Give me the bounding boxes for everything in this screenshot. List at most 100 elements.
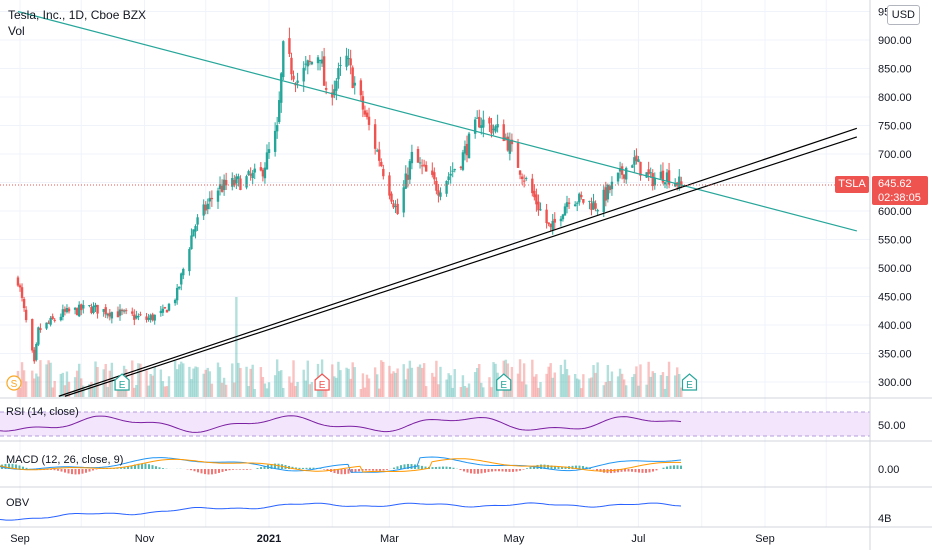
candle-body: [582, 199, 585, 203]
macd-hist-bar: [92, 469, 94, 471]
earnings-marker-icon: [681, 373, 698, 391]
macd-hist-bar: [277, 463, 280, 469]
candle-body: [504, 137, 507, 139]
volume-bar: [561, 374, 565, 397]
candle-body: [147, 317, 150, 320]
macd-hist-bar: [662, 467, 665, 469]
candle-body: [506, 136, 510, 151]
macd-hist-bar: [204, 469, 206, 475]
volume-label[interactable]: Vol: [8, 24, 25, 38]
candle-body: [437, 190, 440, 196]
volume-bar: [310, 382, 314, 397]
candle-body: [261, 169, 265, 177]
candle-body: [473, 119, 477, 134]
macd-hist-bar: [631, 469, 633, 472]
candle-body: [245, 176, 248, 188]
candle-body: [73, 307, 77, 310]
macd-hist-bar: [435, 466, 437, 469]
macd-hist-bar: [15, 464, 17, 469]
trendlines[interactable]: [0, 10, 870, 397]
macd-hist-bar: [547, 464, 549, 469]
candle-body: [451, 170, 454, 172]
candle-body: [259, 167, 263, 171]
volume-bar: [610, 371, 614, 397]
rsi-label[interactable]: RSI (14, close): [6, 406, 79, 418]
obv-label[interactable]: OBV: [6, 497, 30, 509]
macd-hist-bar: [466, 469, 469, 473]
candle-body: [322, 56, 326, 86]
candle-body: [418, 162, 422, 164]
volume-bar: [478, 363, 481, 397]
volume-bar: [65, 371, 69, 397]
obv-line: [0, 502, 682, 521]
candle-body: [65, 307, 69, 313]
macd-hist-bar: [526, 468, 528, 469]
volume-bar: [218, 367, 222, 397]
candle-body: [496, 124, 499, 128]
volume-bar: [490, 387, 493, 397]
bar-countdown: 02:38:05: [878, 192, 921, 204]
volume-bar: [533, 376, 536, 397]
macd-hist-bar: [372, 469, 374, 471]
volume-bar: [139, 363, 142, 397]
candle-body: [167, 303, 171, 311]
currency-button[interactable]: USD: [886, 5, 920, 25]
volume-bar: [531, 359, 534, 397]
volume-bar: [410, 367, 414, 397]
candle-body: [18, 285, 22, 288]
volume-bar: [280, 370, 283, 397]
candle-body: [461, 152, 465, 170]
macd-hist-bar: [410, 464, 413, 469]
y-tick-label: 850.00: [878, 64, 912, 76]
candle-body: [159, 310, 163, 314]
candle-body: [351, 67, 354, 89]
volume-bar: [622, 379, 626, 397]
candle-body: [663, 182, 667, 185]
volume-bar: [210, 383, 214, 397]
macd-hist-bar: [578, 465, 581, 469]
macd-hist-bar: [214, 469, 217, 474]
volume-bar: [639, 364, 642, 397]
volume-bar: [449, 375, 452, 397]
volume-bar: [582, 374, 585, 397]
volume-bar: [494, 363, 497, 397]
candle-body: [47, 322, 50, 324]
volume-bar: [92, 387, 95, 397]
volume-bar: [618, 368, 622, 397]
x-tick-label: Jul: [631, 533, 645, 545]
candle-body: [616, 172, 620, 182]
volume-bar: [418, 364, 422, 397]
candle-body: [439, 192, 442, 197]
macd-hist-bar: [564, 466, 567, 469]
candle-body: [51, 316, 54, 320]
macd-hist-bar: [71, 469, 73, 475]
candle-body: [373, 124, 377, 149]
volume-bar: [278, 371, 281, 397]
candle-body: [318, 59, 322, 62]
macd-hist-bar: [141, 463, 143, 469]
volume-bar: [35, 373, 38, 397]
candle-body: [416, 148, 420, 163]
candle-body: [453, 169, 456, 171]
macd-hist-bar: [78, 469, 80, 475]
volume-bar: [151, 375, 154, 397]
candle-body: [149, 315, 152, 320]
macd-hist-bar: [4, 463, 7, 469]
macd-hist-bar: [624, 469, 626, 472]
macd-label[interactable]: MACD (12, 26, close, 9): [6, 454, 124, 466]
volume-bar: [665, 375, 669, 397]
macd-hist-bar: [417, 465, 420, 469]
candle-body: [635, 155, 638, 162]
volume-bar: [663, 388, 667, 397]
candle-body: [561, 214, 565, 220]
volume-bar: [37, 376, 40, 397]
volume-bar: [133, 387, 136, 397]
volume-bar: [651, 371, 654, 397]
candle-body: [265, 152, 269, 170]
macd-hist-bar: [498, 469, 500, 472]
candle-body: [531, 178, 534, 194]
symbol-title[interactable]: Tesla, Inc., 1D, Cboe BZX: [8, 8, 147, 22]
macd-hist-bar: [295, 467, 297, 469]
volume-bar: [188, 366, 191, 397]
